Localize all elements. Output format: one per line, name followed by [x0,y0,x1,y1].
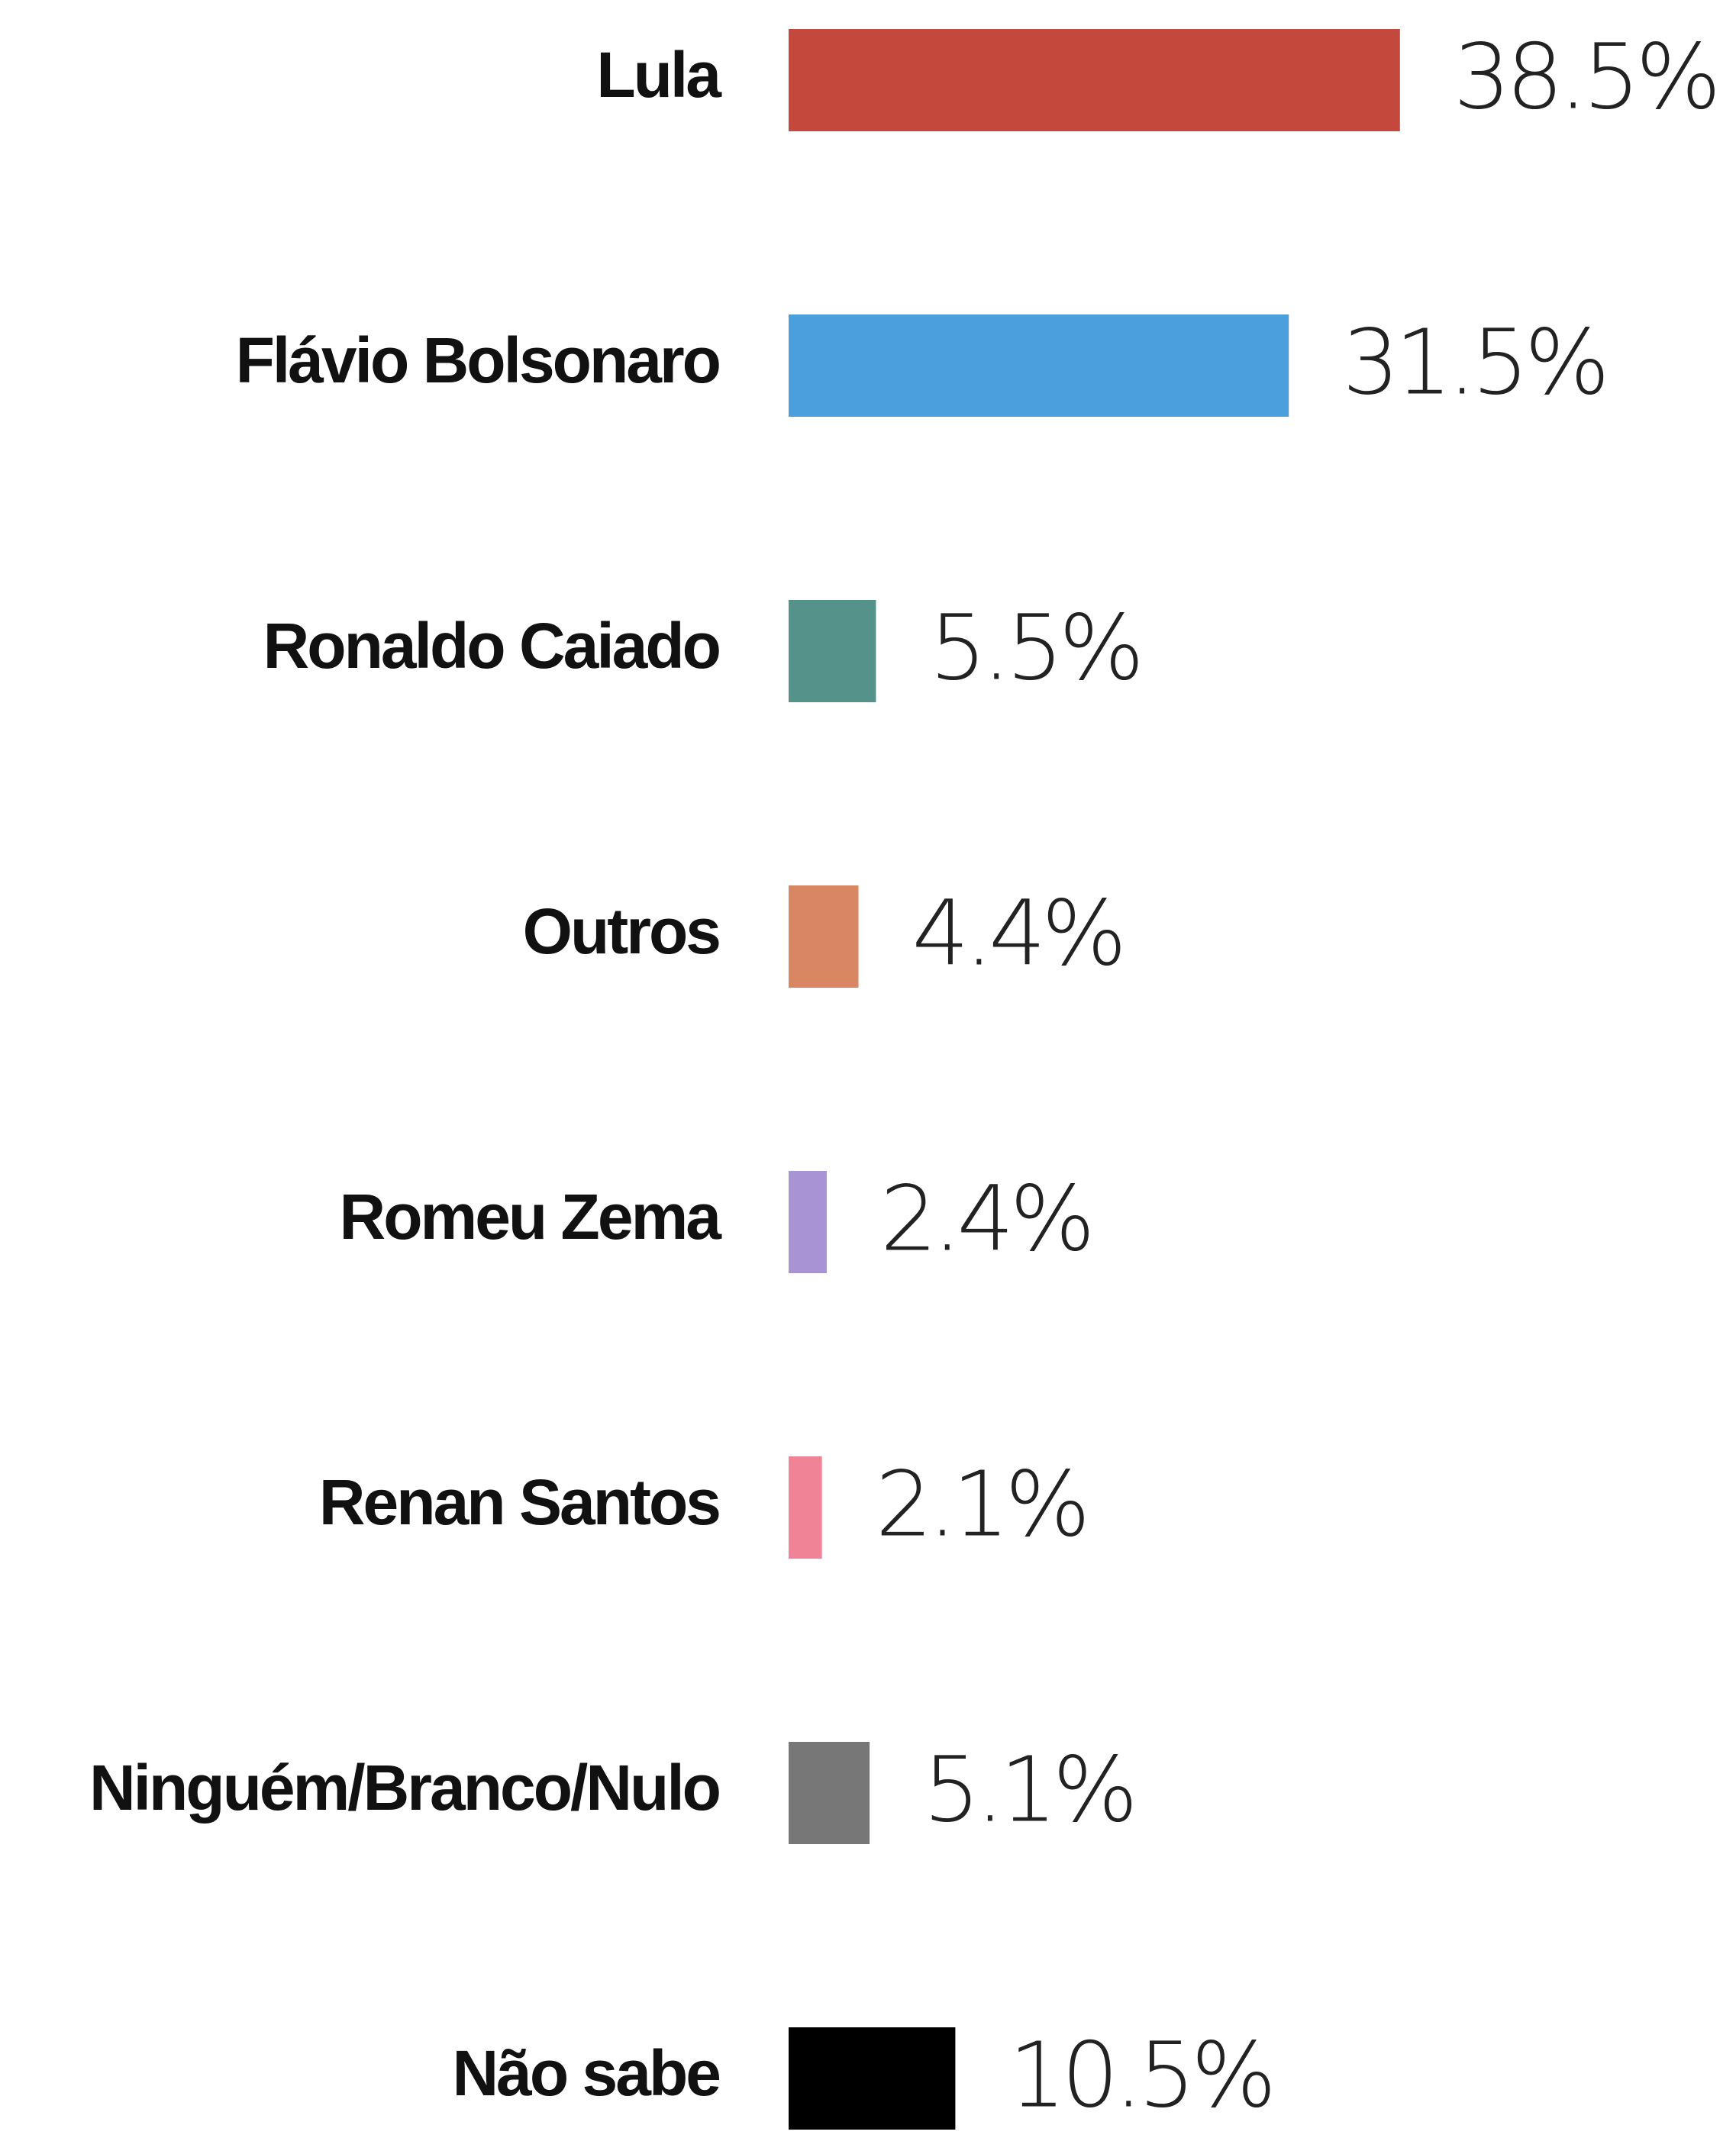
category-label: Outros [523,895,720,967]
value-label: 4.4% [912,880,1123,985]
value-label: 2.1% [876,1451,1086,1556]
value-label: 38.5% [1454,24,1717,129]
category-label: Romeu Zema [340,1181,723,1253]
bar [789,600,876,702]
bar [789,2027,956,2130]
value-label: 2.4% [880,1166,1091,1271]
value-label: 5.1% [923,1737,1134,1842]
bar [789,1171,827,1273]
bar [789,885,859,988]
category-label: Renan Santos [319,1466,719,1538]
category-label: Não sabe [453,2037,720,2109]
bar [789,1742,870,1844]
category-label: Ronaldo Caiado [263,610,720,682]
bar [789,1456,822,1559]
value-label: 5.5% [929,595,1140,700]
value-label: 31.5% [1342,309,1605,414]
category-label: Ninguém/Branco/Nulo [89,1752,720,1824]
bar [789,29,1400,131]
category-label: Flávio Bolsonaro [236,324,720,396]
value-label: 10.5% [1008,2022,1272,2127]
bar [789,314,1289,417]
category-label: Lula [596,39,722,111]
